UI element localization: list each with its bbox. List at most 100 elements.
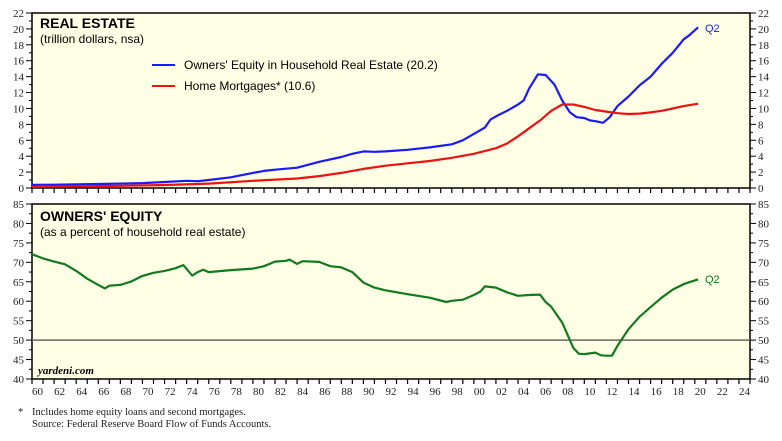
y-tick-label-left: 50 bbox=[13, 335, 25, 347]
y-tick-label-left: 85 bbox=[13, 199, 25, 211]
y-tick-label-right: 85 bbox=[758, 199, 770, 211]
x-tick-label: 66 bbox=[98, 386, 110, 398]
y-tick-label-right: 12 bbox=[758, 88, 769, 100]
chart-subtitle: (trillion dollars, nsa) bbox=[40, 32, 144, 46]
y-tick-label-right: 80 bbox=[758, 218, 770, 230]
y-tick-label-left: 8 bbox=[19, 119, 25, 131]
owners-equity-panel: 40 40 45 45 50 50 55 55 60 60 65 65 70 70 75 75 80 80 85 85… bbox=[13, 199, 770, 386]
y-tick-label-right: 10 bbox=[758, 103, 770, 115]
x-tick-label: 12 bbox=[606, 386, 617, 398]
x-tick-label: 74 bbox=[187, 386, 199, 398]
y-tick-label-right: 70 bbox=[758, 257, 770, 269]
brand-watermark: yardeni.com bbox=[36, 365, 94, 377]
x-tick-label: 86 bbox=[319, 386, 331, 398]
y-tick-label-right: 14 bbox=[758, 72, 770, 84]
x-tick-label: 04 bbox=[518, 386, 530, 398]
footnote: * Includes home equity loans and second m… bbox=[18, 407, 271, 431]
x-tick-label: 84 bbox=[297, 386, 309, 398]
y-tick-label-left: 6 bbox=[19, 135, 25, 147]
y-tick-label-right: 6 bbox=[758, 135, 764, 147]
x-tick-label: 94 bbox=[408, 386, 420, 398]
footnote-source: Source: Federal Reserve Board Flow of Fu… bbox=[32, 419, 272, 430]
chart-title: REAL ESTATE bbox=[40, 15, 135, 31]
footnote-note: Includes home equity loans and second mo… bbox=[32, 407, 246, 418]
x-tick-label: 76 bbox=[209, 386, 221, 398]
y-tick-label-left: 60 bbox=[13, 296, 25, 308]
y-tick-label-left: 22 bbox=[13, 8, 24, 20]
legend: Owners' Equity in Household Real Estate … bbox=[152, 58, 438, 93]
x-tick-label: 16 bbox=[651, 386, 663, 398]
plot-area bbox=[31, 12, 751, 189]
x-tick-label: 62 bbox=[54, 386, 65, 398]
y-tick-label-right: 20 bbox=[758, 24, 770, 36]
y-tick-label-left: 2 bbox=[19, 167, 25, 179]
x-tick-label: 82 bbox=[275, 386, 286, 398]
y-tick-label-right: 8 bbox=[758, 119, 764, 131]
x-tick-label: 72 bbox=[165, 386, 176, 398]
y-tick-label-left: 45 bbox=[13, 355, 25, 367]
y-tick-label-left: 14 bbox=[13, 72, 25, 84]
x-tick-label: 20 bbox=[695, 386, 707, 398]
y-tick-label-right: 55 bbox=[758, 316, 770, 328]
y-tick-label-right: 50 bbox=[758, 335, 770, 347]
y-tick-label-right: 45 bbox=[758, 355, 770, 367]
y-tick-label-right: 75 bbox=[758, 238, 770, 250]
x-axis-ticks bbox=[31, 188, 751, 193]
y-tick-label-left: 40 bbox=[13, 374, 25, 386]
y-tick-label-right: 22 bbox=[758, 8, 769, 20]
x-axis-ticks bbox=[31, 379, 751, 384]
y-tick-label-right: 65 bbox=[758, 277, 770, 289]
y-tick-label-left: 12 bbox=[13, 88, 24, 100]
end-label-equity: Q2 bbox=[705, 23, 720, 35]
x-tick-label: 92 bbox=[386, 386, 397, 398]
y-tick-label-left: 75 bbox=[13, 238, 25, 250]
footnote-marker: * bbox=[18, 407, 24, 418]
x-tick-label: 02 bbox=[496, 386, 507, 398]
y-tick-label-right: 40 bbox=[758, 374, 770, 386]
x-tick-label: 24 bbox=[739, 386, 751, 398]
x-tick-label: 14 bbox=[629, 386, 641, 398]
x-tick-label: 10 bbox=[584, 386, 596, 398]
y-tick-label-left: 20 bbox=[13, 24, 25, 36]
x-tick-label: 88 bbox=[341, 386, 353, 398]
x-tick-label: 64 bbox=[76, 386, 88, 398]
y-tick-label-left: 0 bbox=[19, 183, 25, 195]
x-tick-label: 98 bbox=[452, 386, 464, 398]
y-tick-label-right: 4 bbox=[758, 151, 764, 163]
x-tick-label: 18 bbox=[673, 386, 685, 398]
y-tick-label-right: 18 bbox=[758, 40, 770, 52]
chart-subtitle: (as a percent of household real estate) bbox=[40, 225, 245, 239]
y-tick-label-left: 80 bbox=[13, 218, 25, 230]
x-tick-label: 70 bbox=[142, 386, 154, 398]
y-tick-label-right: 60 bbox=[758, 296, 770, 308]
x-axis-labels: 60 62 64 66 68 70 72 74 76 78 80 82 84 86 88 90 92 94 96 98… bbox=[32, 386, 750, 398]
y-tick-label-right: 0 bbox=[758, 183, 764, 195]
x-tick-label: 68 bbox=[120, 386, 132, 398]
legend-label-mortgages: Home Mortgages* (10.6) bbox=[184, 79, 315, 93]
y-axis-ticks: 40 40 45 45 50 50 55 55 60 60 65 65 70 70 75 75 80 80 85 85 bbox=[13, 199, 770, 386]
y-tick-label-left: 10 bbox=[13, 103, 25, 115]
x-tick-label: 78 bbox=[231, 386, 243, 398]
series-lines bbox=[31, 253, 699, 357]
x-tick-label: 60 bbox=[32, 386, 44, 398]
x-tick-label: 08 bbox=[562, 386, 574, 398]
y-tick-label-right: 16 bbox=[758, 56, 770, 68]
x-tick-label: 22 bbox=[717, 386, 728, 398]
series-lines bbox=[31, 26, 699, 188]
x-tick-label: 90 bbox=[363, 386, 375, 398]
end-label-owners-equity: Q2 bbox=[705, 274, 720, 286]
y-tick-label-right: 2 bbox=[758, 167, 764, 179]
y-tick-label-left: 18 bbox=[13, 40, 25, 52]
y-tick-label-left: 4 bbox=[19, 151, 25, 163]
x-tick-label: 80 bbox=[253, 386, 265, 398]
y-tick-label-left: 55 bbox=[13, 316, 25, 328]
series-line-1-0 bbox=[31, 253, 699, 357]
x-tick-label: 96 bbox=[430, 386, 442, 398]
x-tick-label: 06 bbox=[540, 386, 552, 398]
chart-title: OWNERS' EQUITY bbox=[40, 208, 163, 224]
y-tick-label-left: 16 bbox=[13, 56, 25, 68]
y-tick-label-left: 65 bbox=[13, 277, 25, 289]
y-tick-label-left: 70 bbox=[13, 257, 25, 269]
